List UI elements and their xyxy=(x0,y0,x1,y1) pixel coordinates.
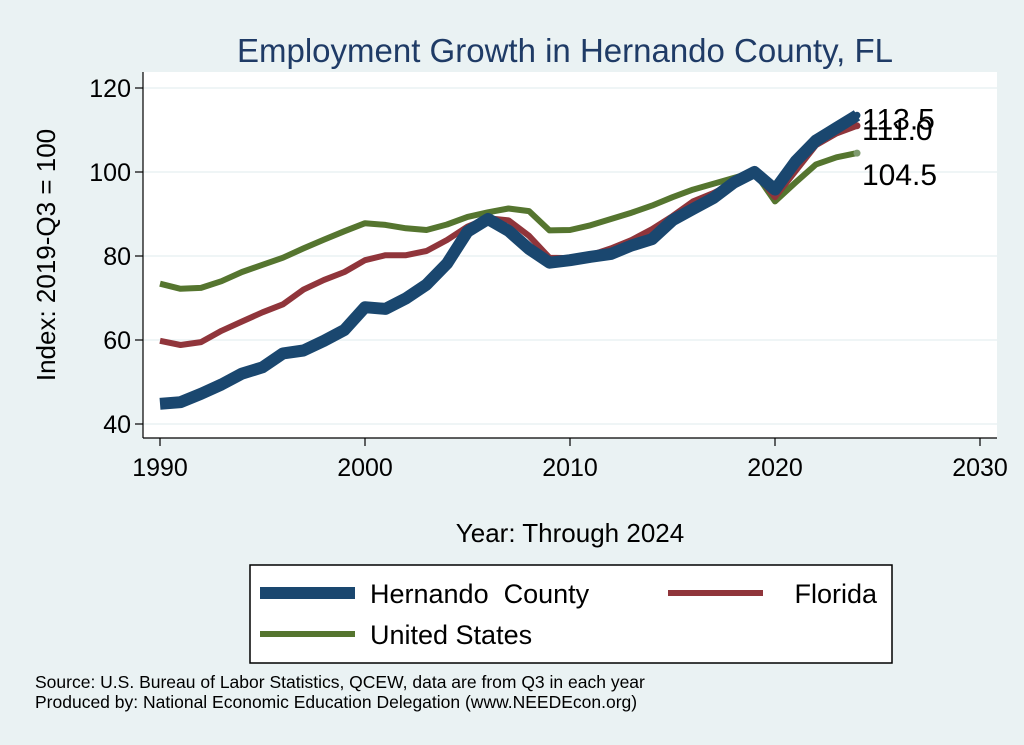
x-tick-label: 2000 xyxy=(337,454,393,482)
legend-box xyxy=(249,564,893,664)
y-tick-label: 100 xyxy=(89,159,131,187)
y-tick-label: 60 xyxy=(103,327,131,355)
x-tick-label: 2010 xyxy=(542,454,598,482)
y-axis-label: Index: 2019-Q3 = 100 xyxy=(31,129,61,381)
y-tick-label: 80 xyxy=(103,243,131,271)
end-label-hernando-county: 113.5 xyxy=(862,103,935,136)
legend-label-hernando-county: Hernando County xyxy=(370,579,590,609)
chart-title: Employment Growth in Hernando County, FL xyxy=(237,32,893,69)
end-label-florida: 111.0 xyxy=(862,114,933,147)
legend-label-florida: Florida xyxy=(794,579,878,609)
y-tick-label: 40 xyxy=(103,411,131,439)
series-layer xyxy=(159,110,861,410)
legend: Hernando County Florida United States xyxy=(260,579,878,650)
source-line: Source: U.S. Bureau of Labor Statistics,… xyxy=(35,672,645,692)
x-tick-label: 2020 xyxy=(747,454,803,482)
axes: 40 60 80 100 120 1990 2000 2010 2020 2030 xyxy=(89,72,1008,482)
x-tick-label: 2030 xyxy=(952,454,1008,482)
end-label-united-states: 104.5 xyxy=(862,159,937,192)
x-axis-label: Year: Through 2024 xyxy=(456,518,684,548)
series-line-hernando-county xyxy=(159,110,861,410)
end-point-hernando-county xyxy=(853,111,861,119)
x-tick-label: 1990 xyxy=(132,454,188,482)
producer-line: Produced by: National Economic Education… xyxy=(35,692,637,712)
end-point-united-states xyxy=(853,149,861,157)
legend-label-united-states: United States xyxy=(370,620,532,650)
end-point-florida xyxy=(853,122,861,130)
y-tick-label: 120 xyxy=(89,75,131,103)
